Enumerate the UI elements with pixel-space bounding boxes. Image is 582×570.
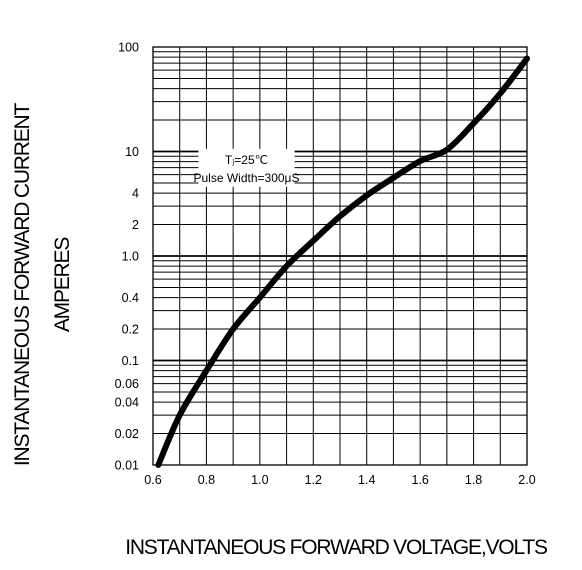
annotation-background: [198, 148, 295, 187]
y-tick-label: 2: [132, 218, 139, 232]
x-tick-label: 1.2: [305, 473, 322, 487]
y-tick-label: 100: [118, 41, 139, 55]
x-tick-label: 1.8: [465, 473, 482, 487]
y-axis-title-line-2: AMPERES: [51, 237, 74, 332]
x-tick-label: 0.6: [144, 473, 161, 487]
plot-frame: [152, 46, 528, 466]
y-tick-label: 0.01: [115, 459, 139, 473]
y-tick-labels: 0.01 0.02 0.04 0.06 0.1 0.2 0.4 1.0 2 4 10 100: [115, 41, 139, 473]
y-tick-label: 0.06: [115, 377, 139, 391]
annotation-pulse-width: Pulse Width=300μS: [194, 171, 300, 185]
y-tick-label: 4: [132, 187, 139, 201]
x-tick-label: 1.0: [251, 473, 268, 487]
forward-current-curve: [155, 55, 530, 468]
x-tick-label: 1.6: [411, 473, 428, 487]
y-tick-label: 0.04: [115, 396, 139, 410]
y-tick-label: 10: [125, 145, 139, 159]
y-tick-label: 0.4: [122, 291, 139, 305]
y-tick-label: 0.1: [122, 354, 139, 368]
x-tick-label: 2.0: [518, 473, 535, 487]
annotation-box: Tⱼ=25℃ Pulse Width=300μS: [194, 148, 300, 187]
y-tick-label: 0.02: [115, 427, 139, 441]
x-tick-label: 0.8: [198, 473, 215, 487]
y-tick-label: 0.2: [122, 323, 139, 337]
x-axis-title: INSTANTANEOUS FORWARD VOLTAGE,VOLTS: [125, 536, 548, 559]
x-tick-labels: 0.6 0.8 1.0 1.2 1.4 1.6 1.8 2.0: [144, 473, 535, 487]
annotation-junction-temperature: Tⱼ=25℃: [225, 153, 268, 167]
x-tick-label: 1.4: [358, 473, 375, 487]
series: [155, 55, 530, 468]
grid: [153, 47, 527, 465]
y-axis-title-line-1: INSTANTANEOUS FORWARD CURRENT: [11, 102, 34, 466]
y-tick-label: 1.0: [122, 250, 139, 264]
